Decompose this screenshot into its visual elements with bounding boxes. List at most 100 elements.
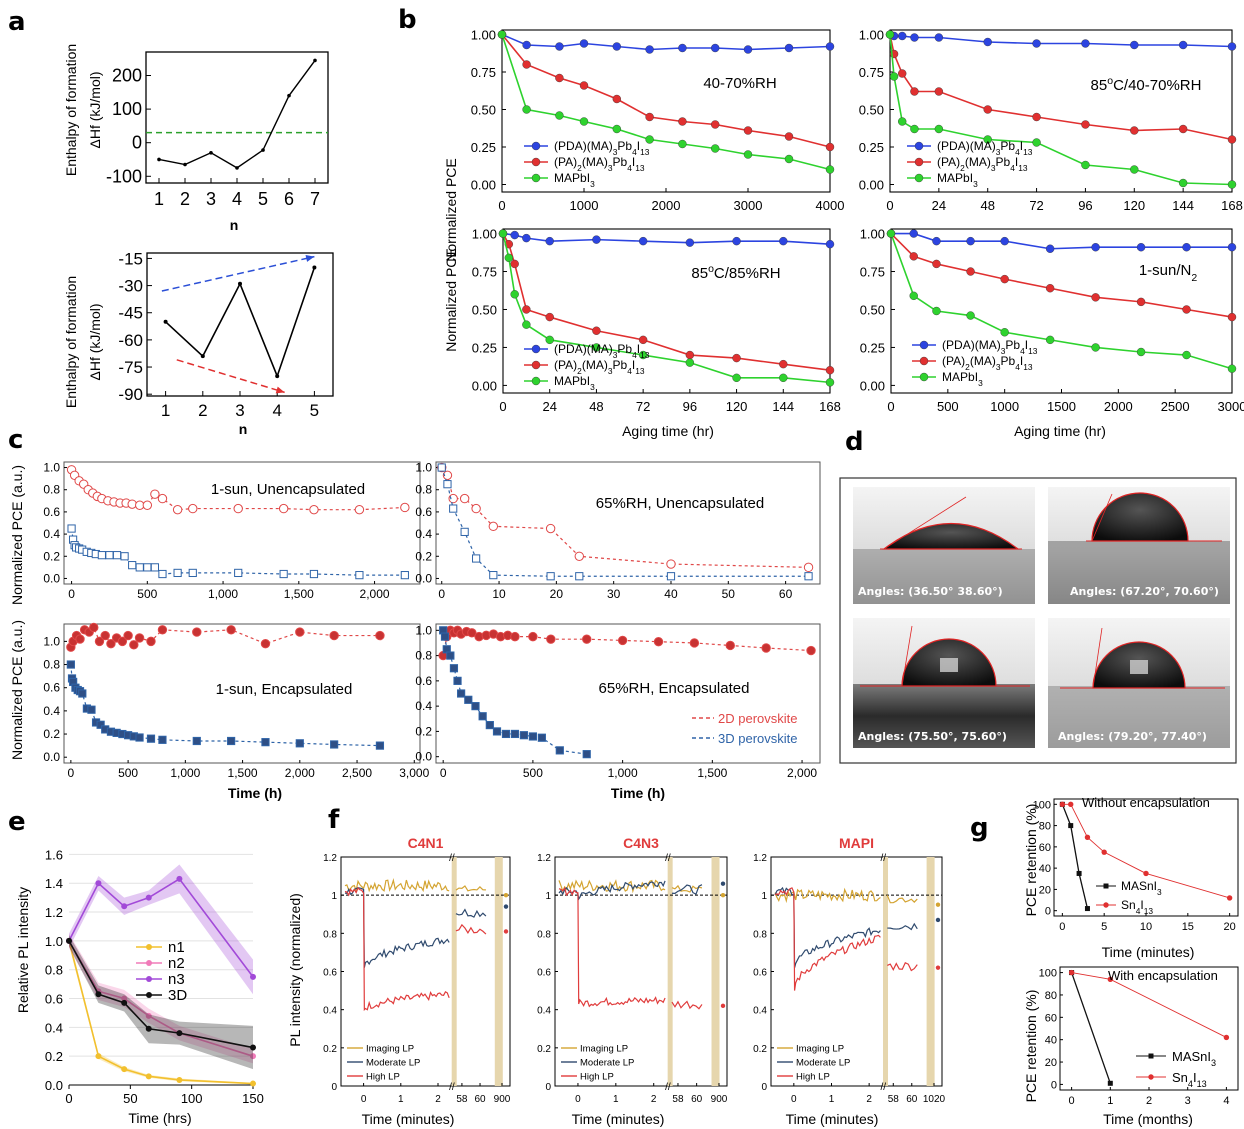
- panel-b-point: [909, 291, 918, 301]
- panel-c-point-3d: [492, 727, 502, 736]
- panel-a-bottom-xtick-label: 3: [235, 401, 244, 420]
- panel-g-series-line: [1070, 972, 1111, 1084]
- panel-g-ytick-label: 60: [1039, 842, 1051, 854]
- panel-f-ytick-label: 0: [545, 1082, 551, 1093]
- panel-b-legend-marker: [914, 141, 924, 151]
- panel-b-point: [504, 253, 514, 263]
- panel-g-ylabel-top: PCE retention (%): [1023, 804, 1039, 917]
- panel-f-legend-label: Imaging LP: [580, 1044, 628, 1055]
- panel-b-point: [1091, 293, 1100, 302]
- panel-e-point-3D: [176, 1030, 183, 1037]
- panel-b-point: [983, 105, 992, 114]
- panel-b-ytick-label: 0.00: [472, 378, 497, 393]
- panel-f-xlabel-3: Time (minutes): [786, 1111, 879, 1127]
- panel-f-end-marker: [720, 892, 726, 898]
- panel-g-xtick-label: 15: [1182, 921, 1194, 933]
- panel-f-xlabel-1: Time (minutes): [362, 1111, 455, 1127]
- panel-c-series-line: [70, 528, 405, 576]
- panel-b-ylabel-bottom: Normalized PCE: [443, 248, 459, 351]
- panel-a-bottom-lower-trend-arrowhead: [275, 386, 285, 394]
- panel-e-point-n3: [95, 880, 102, 887]
- panel-c-point-3d: [87, 705, 96, 714]
- panel-f-moderate-trace: [455, 908, 487, 918]
- panel-b-legend-label: (PDA)(MA)3Pb4I13: [554, 139, 650, 157]
- panel-f-moderate-trace: [887, 922, 918, 931]
- panel-c-point-2d: [761, 643, 771, 653]
- panel-c-point-3d: [440, 632, 450, 641]
- panel-b-point: [1081, 39, 1090, 48]
- panel-c-point-3d: [330, 740, 339, 749]
- panel-f-imaging-trace: [344, 878, 450, 893]
- panel-f-ytick-label: 0.8: [537, 929, 551, 940]
- panel-c-point-3d: [261, 738, 270, 747]
- panel-b-legend-label: MAPbI3: [554, 171, 595, 189]
- panel-b-ytick-label: 0.00: [471, 178, 496, 193]
- panel-a-top-xtick-label: 3: [206, 189, 216, 209]
- panel-f-imaging-trace: [886, 894, 918, 904]
- panel-b-point: [1182, 305, 1191, 314]
- panel-c-point-2d: [582, 634, 592, 644]
- panel-c-ytick-label: 0.8: [415, 649, 432, 663]
- panel-c-point-3d: [158, 735, 167, 744]
- panel-c-point-2d: [134, 633, 145, 643]
- panel-b-legend-marker: [531, 344, 541, 354]
- panel-e-point-n3: [250, 973, 256, 980]
- panel-b-point: [1182, 350, 1191, 360]
- panel-g-ytick-label: 40: [1039, 863, 1051, 875]
- panel-c-xtick-label: 0: [438, 587, 445, 601]
- panel-c-point-3d: [105, 551, 114, 560]
- panel-f-legend-label: High LP: [796, 1072, 830, 1083]
- panel-g-point-sn4i13: [1223, 1034, 1230, 1041]
- panel-b-ytick-label: 0.25: [472, 340, 497, 355]
- panel-e-point-3D: [121, 999, 128, 1006]
- panel-b-xtick-label: 3000: [734, 198, 763, 213]
- panel-b-point: [1130, 126, 1139, 135]
- panel-a-bottom-xtick-label: 1: [161, 401, 170, 420]
- panel-c-point-2d: [448, 493, 458, 504]
- panel-c-point-2d: [666, 559, 676, 569]
- panel-b-point: [1178, 178, 1188, 188]
- panel-f-ytick-label: 1: [761, 891, 767, 902]
- panel-c-xlabel-right: Time (h): [611, 785, 665, 801]
- panel-b-ytick-label: 0.75: [471, 65, 496, 80]
- panel-b-point: [638, 236, 648, 246]
- panel-f-imaging-trace: [671, 884, 703, 893]
- panel-b-point: [1000, 274, 1009, 284]
- panel-c-point-3d: [400, 571, 409, 580]
- panel-b-legend-marker: [531, 360, 541, 370]
- panel-c-point-2d: [689, 638, 700, 648]
- panel-a-bottom-xtick-label: 5: [310, 401, 319, 420]
- panel-a-top-xlabel: n: [230, 217, 239, 233]
- panel-c-point-2d: [100, 630, 110, 641]
- panel-b-series-line: [891, 232, 1232, 250]
- panel-b-point: [1091, 243, 1100, 252]
- panel-f-imaging-trace: [774, 887, 881, 904]
- panel-c-ytick-label: 0.8: [415, 483, 432, 497]
- panel-f-xtick-label: 58: [456, 1094, 468, 1105]
- panel-b-point: [983, 37, 992, 47]
- panel-c-point-3d: [120, 552, 129, 561]
- panel-b-point: [1178, 40, 1188, 50]
- panel-c-point-3d: [666, 572, 676, 581]
- panel-g-point-sn4i13: [1143, 870, 1149, 877]
- panel-b-xtick-label: 96: [1078, 198, 1092, 213]
- panel-c-point-3d: [528, 732, 537, 741]
- panel-e-legend-marker: [146, 992, 152, 998]
- panel-f-xtick-label: 58: [888, 1094, 900, 1105]
- panel-c-point-2d: [653, 636, 664, 647]
- panel-b-point: [825, 142, 835, 152]
- panel-b-legend-marker: [531, 157, 541, 167]
- panel-b-point: [784, 132, 794, 141]
- panel-c-point-3d: [460, 527, 469, 536]
- panel-a-bottom-xlabel: n: [239, 421, 248, 437]
- panel-f-legend-label: Moderate LP: [796, 1058, 850, 1069]
- panel-b-point: [522, 60, 531, 69]
- panel-b-point: [510, 290, 519, 299]
- panel-label-d: d: [845, 427, 864, 457]
- panel-c-note-1: 1-sun, Unencapsulated: [211, 481, 365, 498]
- panel-a-top-xtick-label: 6: [284, 189, 294, 209]
- panel-b-ytick-label: 1.00: [472, 227, 497, 242]
- panel-e-legend-label: n2: [168, 955, 185, 972]
- panel-c-point-2d: [278, 503, 289, 514]
- panel-e-point-n1: [145, 1073, 152, 1080]
